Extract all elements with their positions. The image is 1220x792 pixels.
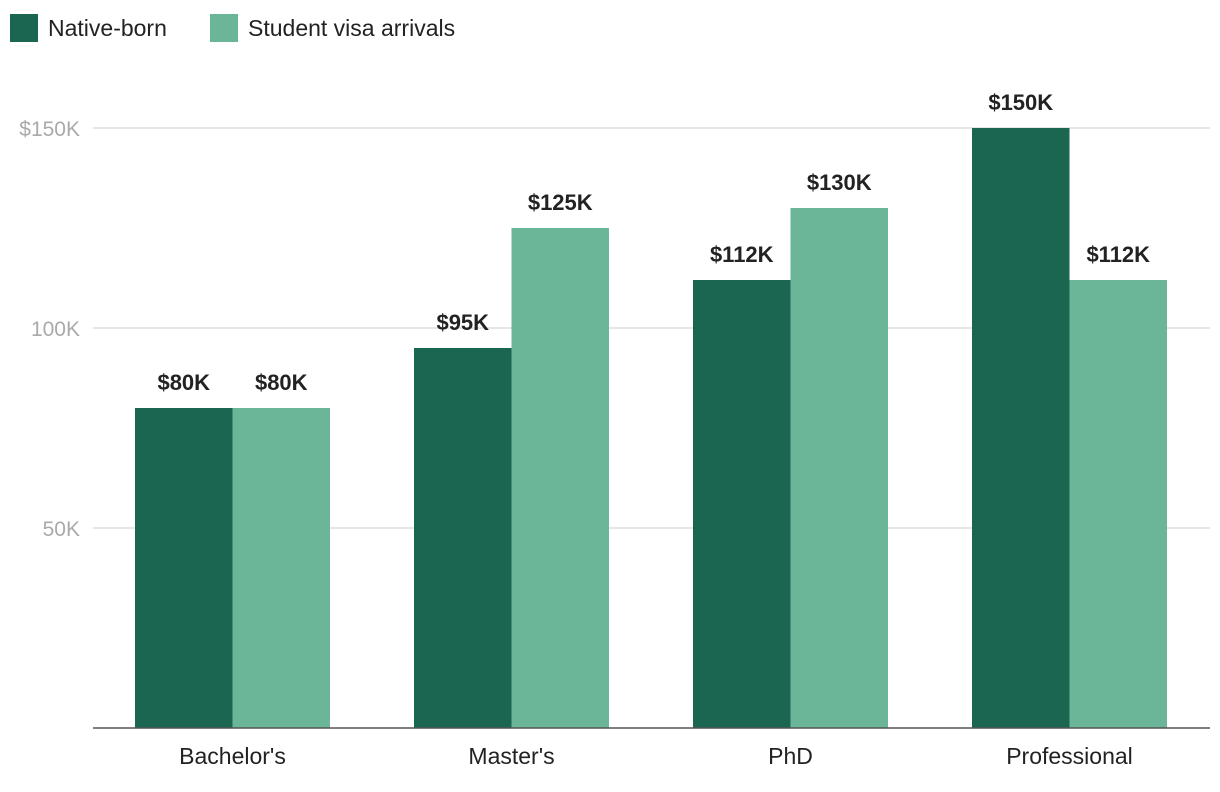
bar-0-0 bbox=[135, 408, 233, 728]
x-axis: Bachelor's Master's PhD Professional bbox=[93, 727, 1210, 769]
bar-2-1 bbox=[790, 208, 888, 728]
x-tick-label-0: Bachelor's bbox=[179, 743, 286, 769]
bar-1-1 bbox=[511, 228, 609, 728]
data-label-0-0: $80K bbox=[157, 370, 210, 395]
data-label-0-1: $80K bbox=[255, 370, 308, 395]
x-tick-label-1: Master's bbox=[468, 743, 554, 769]
data-label-1-0: $95K bbox=[436, 310, 489, 335]
legend-label-0: Native-born bbox=[48, 15, 167, 41]
data-label-3-1: $112K bbox=[1086, 242, 1150, 267]
y-tick-label-2: $150K bbox=[19, 118, 80, 141]
data-label-2-0: $112K bbox=[710, 242, 774, 267]
bar-1-0 bbox=[414, 348, 512, 728]
bar-3-0 bbox=[972, 128, 1070, 728]
bar-0-1 bbox=[232, 408, 330, 728]
bars bbox=[135, 128, 1167, 728]
legend-swatch-0 bbox=[10, 14, 38, 42]
x-tick-label-2: PhD bbox=[768, 743, 813, 769]
data-label-2-1: $130K bbox=[807, 170, 872, 195]
data-labels: $80K $80K $95K $125K $112K $130K $150K $112K bbox=[157, 90, 1150, 395]
y-tick-label-1: 100K bbox=[31, 318, 80, 341]
data-label-3-0: $150K bbox=[988, 90, 1053, 115]
y-tick-label-0: 50K bbox=[43, 518, 80, 541]
bar-3-1 bbox=[1069, 280, 1167, 728]
x-tick-label-3: Professional bbox=[1006, 743, 1133, 769]
data-label-1-1: $125K bbox=[528, 190, 593, 215]
legend: Native-born Student visa arrivals bbox=[10, 14, 455, 42]
legend-label-1: Student visa arrivals bbox=[248, 15, 455, 41]
bar-2-0 bbox=[693, 280, 791, 728]
legend-swatch-1 bbox=[210, 14, 238, 42]
